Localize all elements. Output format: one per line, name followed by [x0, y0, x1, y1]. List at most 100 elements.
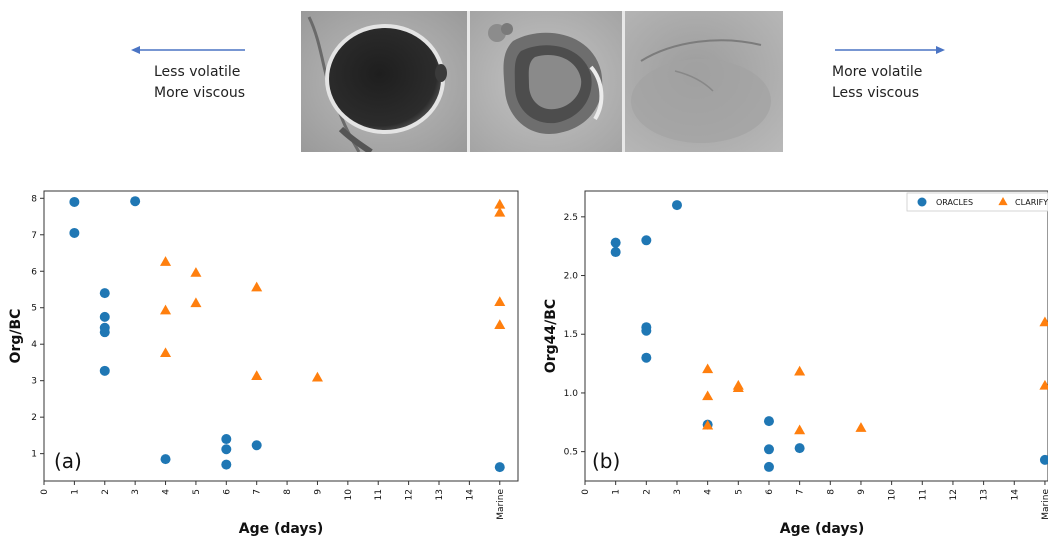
data-point-clarify	[702, 419, 714, 430]
data-point-clarify	[494, 296, 506, 306]
legend-label-oracles: ORACLES	[936, 198, 973, 207]
data-point-clarify	[702, 390, 714, 401]
x-tick-label: 3	[131, 489, 141, 495]
data-point-oracles	[221, 459, 232, 470]
data-point-oracles	[99, 365, 110, 376]
x-tick-label: 8	[283, 489, 293, 495]
x-tick-label: 6	[765, 489, 775, 495]
left-arrow-line1: Less volatile	[154, 64, 241, 80]
image-partially-evaporated-particle	[470, 11, 622, 152]
x-axis-label: Age (days)	[780, 521, 865, 537]
right-arrow-icon	[835, 46, 945, 54]
x-tick-label: Marine	[496, 489, 506, 520]
data-point-oracles	[251, 440, 262, 451]
x-axis-label: Age (days)	[239, 521, 324, 537]
data-point-clarify	[160, 304, 172, 315]
data-point-clarify	[160, 347, 172, 358]
data-point-clarify	[732, 382, 744, 392]
x-tick-label: 4	[162, 489, 172, 495]
x-tick-label: 12	[405, 489, 415, 500]
microscopy-images	[301, 11, 783, 155]
y-tick-label: 0.5	[564, 448, 578, 458]
data-point-oracles	[641, 325, 652, 336]
x-tick-label: 6	[222, 489, 232, 495]
plot-frame-0	[43, 190, 519, 482]
data-point-oracles	[763, 416, 774, 427]
data-point-oracles	[69, 227, 80, 238]
x-tick-label: 1	[612, 489, 622, 495]
y-tick-label: 1.0	[564, 389, 579, 399]
x-tick-label: 5	[192, 489, 202, 495]
y-tick-label: 1	[31, 450, 37, 460]
image-faint-spread-particle	[625, 11, 783, 152]
data-point-oracles	[221, 434, 232, 445]
x-tick-label: 0	[40, 489, 50, 495]
x-tick-label: 2	[642, 489, 652, 495]
y-tick-label: 4	[31, 340, 37, 350]
x-tick-label: 12	[949, 489, 959, 500]
data-point-oracles	[130, 196, 141, 207]
legend-label-clarify: CLARIFY	[1015, 198, 1048, 207]
x-tick-label: 11	[374, 489, 384, 500]
data-point-clarify	[311, 371, 323, 382]
x-tick-label: 0	[581, 489, 591, 495]
panel-label: (a)	[54, 449, 82, 473]
left-arrow-line2: More viscous	[154, 85, 246, 101]
x-tick-label: 4	[704, 489, 714, 495]
data-point-oracles	[99, 311, 110, 322]
data-point-oracles	[763, 444, 774, 455]
image-dark-round-particle	[301, 11, 467, 155]
x-tick-label: 10	[344, 489, 354, 501]
y-tick-label: 7	[31, 231, 37, 241]
y-axis-label: Org/BC	[8, 309, 24, 364]
data-point-clarify	[190, 297, 202, 308]
right-arrow-line2: Less viscous	[832, 85, 920, 101]
data-point-clarify	[251, 281, 263, 292]
y-tick-label: 2.0	[564, 272, 579, 282]
x-tick-label: Marine	[1041, 489, 1048, 520]
y-tick-label: 2.5	[564, 213, 578, 223]
x-tick-label: 11	[918, 489, 928, 500]
x-tick-label: 13	[980, 489, 990, 500]
data-point-oracles	[641, 235, 652, 246]
data-point-clarify	[494, 206, 506, 217]
legend-marker-clarify	[998, 197, 1008, 206]
data-point-clarify	[702, 363, 714, 374]
data-point-oracles	[494, 462, 505, 473]
x-tick-label: 5	[734, 489, 744, 495]
x-tick-label: 13	[435, 489, 445, 500]
y-axis-label: Org44/BC	[543, 299, 559, 373]
data-point-clarify	[794, 424, 806, 435]
data-point-oracles	[641, 352, 652, 363]
data-point-clarify	[1039, 316, 1048, 327]
x-tick-label: 8	[826, 489, 836, 495]
data-point-oracles	[794, 443, 805, 454]
data-point-oracles	[160, 454, 171, 465]
y-tick-label: 1.5	[564, 330, 578, 340]
data-point-clarify	[190, 267, 202, 277]
legend-marker-oracles	[917, 197, 927, 207]
y-tick-label: 6	[31, 267, 37, 277]
x-tick-label: 3	[673, 489, 683, 495]
x-tick-label: 7	[253, 489, 263, 495]
data-point-oracles	[610, 247, 621, 258]
data-point-clarify	[1039, 379, 1048, 390]
data-point-oracles	[610, 237, 621, 248]
x-tick-label: 9	[857, 489, 867, 495]
panel-label: (b)	[592, 449, 620, 473]
data-point-oracles	[99, 327, 110, 338]
data-point-oracles	[1039, 454, 1048, 465]
y-tick-label: 5	[31, 304, 37, 314]
data-point-clarify	[494, 198, 506, 209]
data-point-clarify	[794, 365, 806, 376]
y-tick-label: 8	[31, 194, 37, 204]
right-arrow-line1: More volatile	[832, 64, 923, 80]
data-point-oracles	[99, 288, 110, 299]
data-point-oracles	[221, 444, 232, 455]
microscopy-image-strip	[301, 11, 783, 155]
y-tick-label: 2	[31, 413, 37, 423]
x-tick-label: 9	[313, 489, 323, 495]
x-tick-label: 10	[888, 489, 898, 501]
